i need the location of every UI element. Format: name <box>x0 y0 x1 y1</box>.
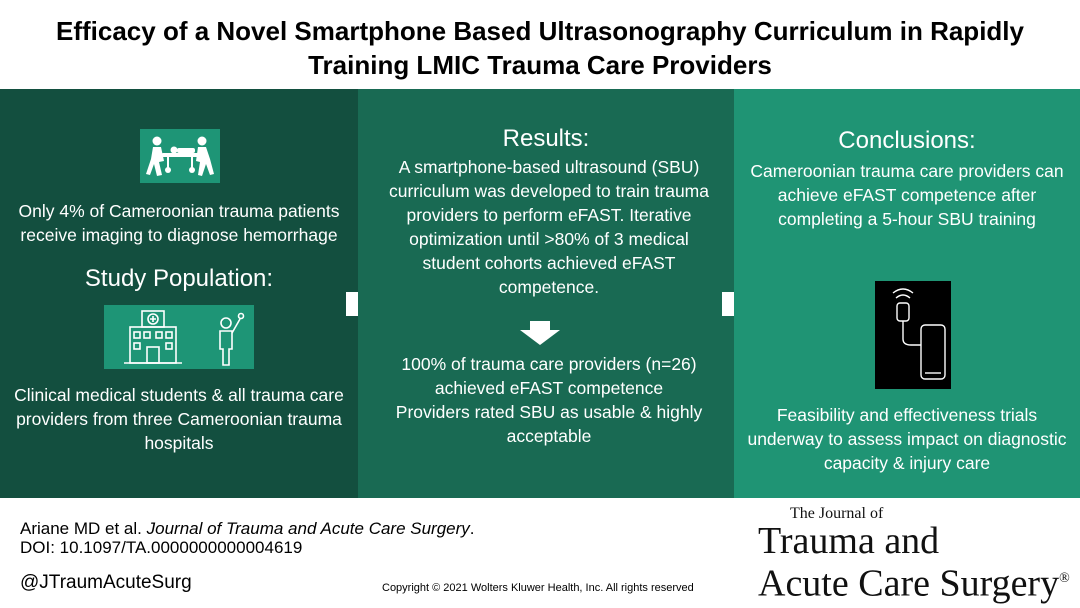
twitter-handle: @JTraumAcuteSurg <box>20 572 192 593</box>
intro-text: Only 4% of Cameroonian trauma patients r… <box>18 201 340 245</box>
student-raising-hand-icon <box>219 312 245 366</box>
registered-mark: ® <box>1059 571 1070 586</box>
citation-journal: Journal of Trauma and Acute Care Surgery <box>146 519 470 538</box>
results-text-1: A smartphone-based ultrasound (SBU) curr… <box>388 157 709 297</box>
results-text-2: 100% of trauma care providers (n=26) ach… <box>401 354 697 398</box>
stretcher-transport-icon <box>140 129 220 183</box>
conclusions-heading: Conclusions: <box>838 127 976 154</box>
citation-doi: DOI: 10.1097/TA.0000000000004619 <box>20 538 303 557</box>
study-population-heading: Study Population: <box>84 265 274 292</box>
results-heading: Results: <box>502 125 590 152</box>
results-panel: Results: A smartphone-based ultrasound (… <box>358 89 734 498</box>
copyright-notice: Copyright © 2021 Wolters Kluwer Health, … <box>382 582 694 594</box>
arrow-down-icon <box>520 321 560 345</box>
journal-logo-line-1: Trauma and <box>758 520 940 562</box>
title-line-1: Efficacy of a Novel Smartphone Based Ult… <box>56 16 1024 46</box>
citation: Ariane MD et al. Journal of Trauma and A… <box>20 519 475 557</box>
title-line-2: Training LMIC Trauma Care Providers <box>308 50 772 80</box>
journal-logo-small: The Journal of <box>790 505 884 522</box>
hospital-icon <box>124 310 182 364</box>
conclusions-text-2: Feasibility and effectiveness trials und… <box>747 405 1067 473</box>
population-text: Clinical medical students & all trauma c… <box>14 385 344 453</box>
citation-authors: Ariane MD et al. <box>20 519 142 538</box>
conclusions-panel: Conclusions: Cameroonian trauma care pro… <box>734 89 1080 498</box>
population-icon-box <box>104 305 254 369</box>
study-population-panel: Only 4% of Cameroonian trauma patients r… <box>0 89 358 498</box>
results-text-3: Providers rated SBU as usable & highly a… <box>395 402 703 446</box>
journal-logo-line-2: Acute Care Surgery <box>758 562 1060 605</box>
citation-period: . <box>469 519 475 538</box>
smartphone-ultrasound-probe-icon <box>875 281 951 389</box>
conclusions-text-1: Cameroonian trauma care providers can ac… <box>750 161 1064 229</box>
page-title: Efficacy of a Novel Smartphone Based Ult… <box>0 14 1080 82</box>
